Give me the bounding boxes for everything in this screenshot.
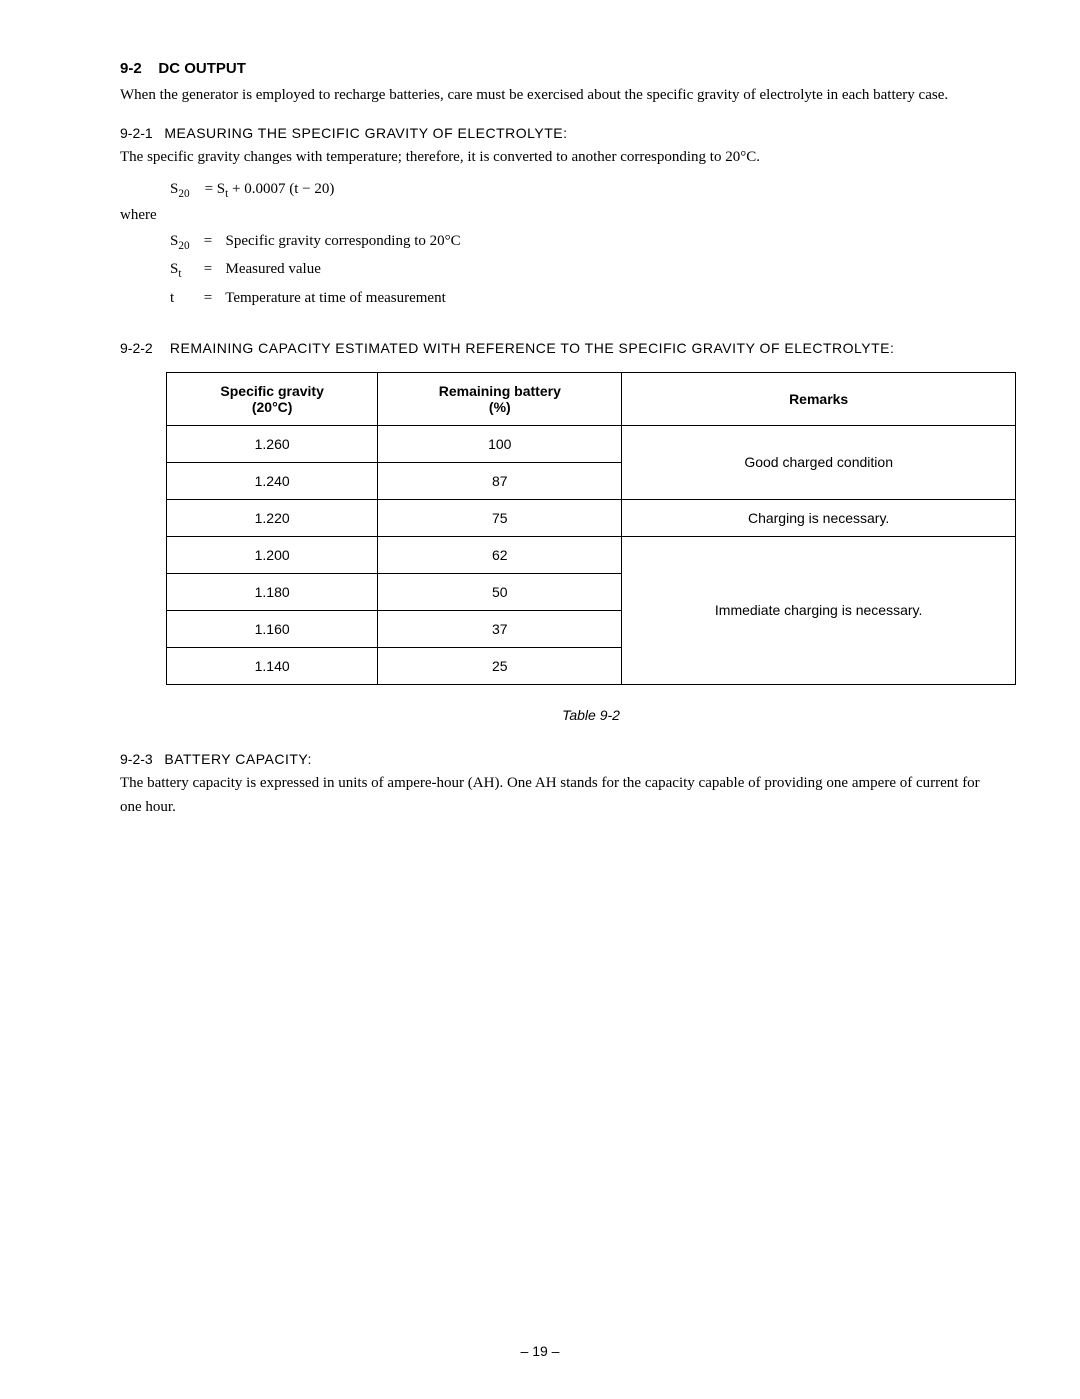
cell-sg: 1.140 [167,647,378,684]
col-header-pct: Remaining battery (%) [378,372,622,425]
table-caption: Table 9-2 [166,707,1016,723]
header-text: Specific gravity [220,383,324,399]
subheading-num: 9-2-1 [120,125,153,141]
heading-9-2-3: 9-2-3 BATTERY CAPACITY: [120,751,1000,767]
cell-pct: 100 [378,425,622,462]
cell-pct: 37 [378,610,622,647]
cell-sg: 1.160 [167,610,378,647]
def-eq: = [204,256,222,283]
def-eq: = [204,228,222,255]
cell-remark-charging: Charging is necessary. [622,499,1016,536]
subheading-num: 9-2-3 [120,751,153,767]
definitions: S20 = Specific gravity corresponding to … [170,228,1000,312]
body-9-2-3: The battery capacity is expressed in uni… [120,771,1000,819]
def-text: Temperature at time of measurement [225,290,446,306]
body-9-2-1: The specific gravity changes with temper… [120,145,1000,169]
heading-title: DC OUTPUT [158,60,246,77]
def-row: S20 = Specific gravity corresponding to … [170,228,1000,256]
def-eq: = [204,285,222,312]
table-row: 1.220 75 Charging is necessary. [167,499,1016,536]
cell-remark-immediate: Immediate charging is necessary. [622,536,1016,684]
col-header-sg: Specific gravity (20°C) [167,372,378,425]
cell-pct: 75 [378,499,622,536]
page-number: – 19 – [0,1343,1080,1359]
heading-9-2-1: 9-2-1 MEASURING THE SPECIFIC GRAVITY OF … [120,125,1000,141]
table-row: 1.200 62 Immediate charging is necessary… [167,536,1016,573]
cell-sg: 1.260 [167,425,378,462]
def-row: t = Temperature at time of measurement [170,285,1000,312]
body-9-2: When the generator is employed to rechar… [120,83,1000,107]
col-header-remarks: Remarks [622,372,1016,425]
subheading-title: BATTERY CAPACITY: [164,751,312,767]
def-text: Measured value [226,261,321,277]
header-text: Remaining battery [439,383,561,399]
formula-lhs-sub: 20 [178,188,189,200]
heading-num: 9-2 [120,60,142,77]
def-text: Specific gravity corresponding to 20°C [226,233,461,249]
cell-sg: 1.200 [167,536,378,573]
subheading-title: MEASURING THE SPECIFIC GRAVITY OF ELECTR… [164,125,567,141]
cell-pct: 62 [378,536,622,573]
capacity-table: Specific gravity (20°C) Remaining batter… [166,372,1016,685]
cell-remark-good: Good charged condition [622,425,1016,499]
subheading-title: REMAINING CAPACITY ESTIMATED WITH REFERE… [170,340,930,356]
heading-9-2-2: 9-2-2 REMAINING CAPACITY ESTIMATED WITH … [120,340,1000,356]
cell-pct: 50 [378,573,622,610]
cell-sg: 1.180 [167,573,378,610]
table-header-row: Specific gravity (20°C) Remaining batter… [167,372,1016,425]
cell-sg: 1.220 [167,499,378,536]
cell-pct: 25 [378,647,622,684]
cell-sg: 1.240 [167,462,378,499]
def-sym-sub: t [178,268,181,280]
cell-pct: 87 [378,462,622,499]
def-row: St = Measured value [170,256,1000,284]
formula-rhs: = S [205,181,226,197]
table-row: 1.260 100 Good charged condition [167,425,1016,462]
header-text: (%) [489,399,511,415]
header-text: (20°C) [252,399,293,415]
heading-9-2: 9-2 DC OUTPUT [120,60,1000,77]
subheading-num: 9-2-2 [120,340,166,356]
def-sym-sub: 20 [178,240,189,252]
where-label: where [120,207,1000,224]
formula-tail: + 0.0007 (t − 20) [228,181,334,197]
def-sym: t [170,290,174,306]
formula-s20: S20 = St + 0.0007 (t − 20) [170,177,1000,203]
